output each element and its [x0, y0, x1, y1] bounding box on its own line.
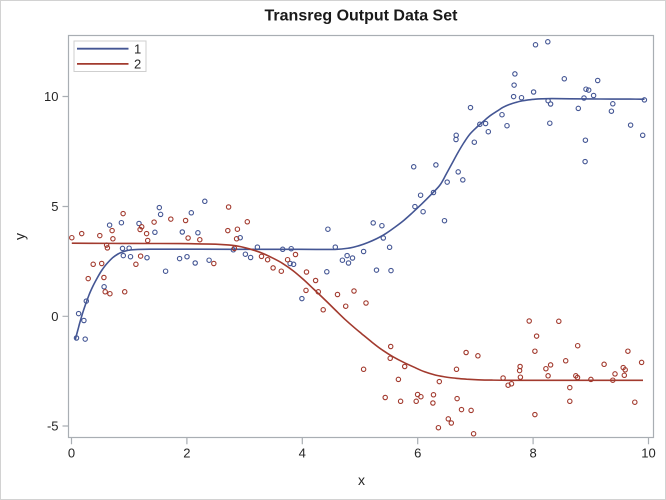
svg-text:2: 2 [183, 446, 190, 461]
svg-text:6: 6 [414, 446, 421, 461]
svg-text:y: y [12, 233, 28, 240]
svg-text:1: 1 [134, 41, 141, 56]
svg-text:x: x [358, 472, 365, 488]
svg-text:4: 4 [299, 446, 306, 461]
svg-text:10: 10 [44, 89, 58, 104]
svg-text:Transreg Output Data Set: Transreg Output Data Set [265, 8, 459, 25]
svg-text:5: 5 [51, 199, 58, 214]
svg-text:10: 10 [641, 446, 655, 461]
svg-text:8: 8 [529, 446, 536, 461]
svg-text:0: 0 [51, 309, 58, 324]
svg-text:2: 2 [134, 57, 141, 72]
svg-text:0: 0 [68, 446, 75, 461]
svg-text:-5: -5 [47, 419, 59, 434]
